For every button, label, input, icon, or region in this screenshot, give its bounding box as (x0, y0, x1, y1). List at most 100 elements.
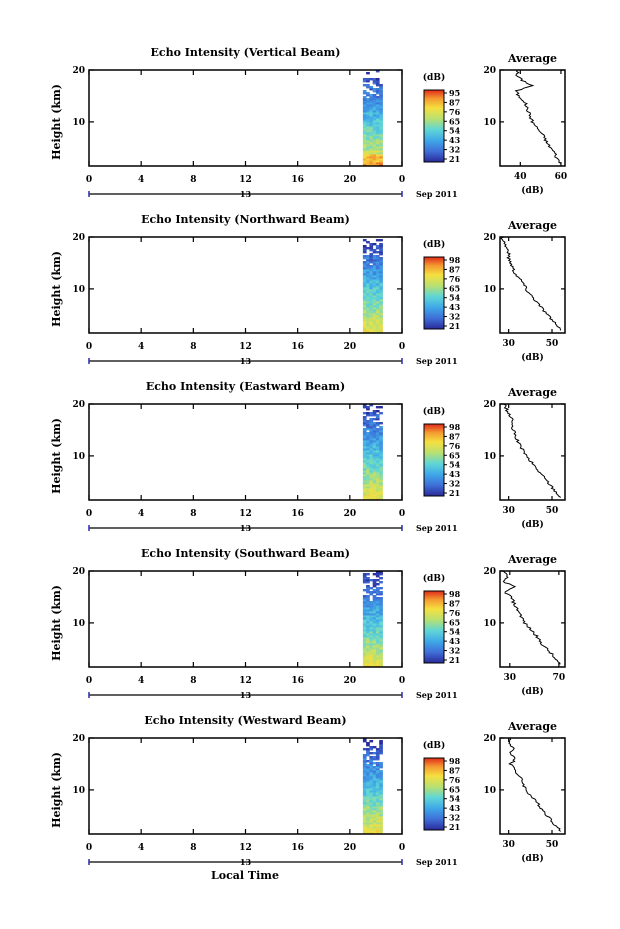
heatmap-cell (369, 136, 374, 139)
heatmap-cell (375, 124, 380, 127)
heatmap-cell (362, 428, 367, 431)
heatmap-cell (379, 810, 383, 813)
heatmap-cell (379, 152, 383, 155)
average-y-tick-label: 20 (483, 233, 496, 243)
heatmap-cell (366, 806, 370, 809)
heatmap-cell (366, 311, 370, 314)
heatmap-cell (375, 820, 380, 823)
heatmap-cell (375, 490, 380, 493)
heatmap-cell (379, 740, 383, 743)
heatmap-cell (379, 112, 383, 115)
heatmap-cell (372, 476, 377, 479)
heatmap-cell (369, 814, 374, 817)
heatmap-cell (366, 78, 370, 81)
heatmap-cell (372, 806, 377, 809)
heatmap-cell (372, 770, 377, 773)
heatmap-cell (366, 587, 370, 590)
heatmap-cell (379, 150, 383, 153)
heatmap-cell (375, 639, 380, 642)
y-tick-label: 10 (72, 786, 85, 796)
colorbar-tick-label: 76 (449, 608, 461, 618)
heatmap-cell (362, 496, 367, 499)
heatmap-cell (375, 480, 380, 483)
heatmap-cell (375, 661, 380, 664)
heatmap-cell (372, 297, 377, 300)
heatmap-cell (375, 645, 380, 648)
heatmap-cell (369, 144, 374, 147)
heatmap-cell (369, 498, 374, 501)
y-tick-label: 20 (72, 66, 85, 76)
heatmap-cell (372, 486, 377, 489)
heatmap-cell (366, 484, 370, 487)
heatmap-cell (372, 609, 377, 612)
heatmap-cell (372, 663, 377, 666)
plot-frame (88, 570, 403, 668)
heatmap-cell (379, 331, 383, 334)
heatmap-cell (375, 114, 380, 117)
heatmap-cell (362, 643, 367, 646)
heatmap-cell (375, 92, 380, 95)
heatmap-cell (379, 597, 383, 600)
heatmap-cell (372, 808, 377, 811)
heatmap-cell (375, 144, 380, 147)
x-tick-label: 20 (344, 175, 357, 185)
heatmap-cell (369, 78, 374, 81)
heatmap-cell (369, 106, 374, 109)
heatmap-cell (379, 454, 383, 457)
heatmap-cell (362, 772, 367, 775)
heatmap-cell (375, 758, 380, 761)
heatmap-cell (372, 82, 377, 85)
heatmap-cell (372, 597, 377, 600)
heatmap-cell (362, 307, 367, 310)
heatmap-cell (369, 782, 374, 785)
heatmap-cell (369, 615, 374, 618)
heatmap-cell (372, 126, 377, 129)
heatmap-cell (369, 655, 374, 658)
y-axis-label: Height (km) (50, 251, 63, 327)
heatmap-cell (362, 150, 367, 153)
heatmap-cell (369, 243, 374, 246)
heatmap-cell (366, 325, 370, 328)
colorbar-tick-label: 87 (449, 598, 460, 608)
heatmap-cell (372, 635, 377, 638)
heatmap-cell (372, 792, 377, 795)
heatmap-cell (379, 430, 383, 433)
heatmap-cell (362, 623, 367, 626)
heatmap-cell (369, 496, 374, 499)
heatmap-cell (366, 764, 370, 767)
day-label: 13 (240, 189, 252, 199)
heatmap-cell (362, 424, 367, 427)
heatmap-cell (362, 317, 367, 320)
heatmap-cell (372, 261, 377, 264)
heatmap-cell (375, 607, 380, 610)
heatmap-cell (375, 329, 380, 332)
heatmap-cell (369, 458, 374, 461)
heatmap-cell (375, 321, 380, 324)
x-tick-label: 16 (291, 843, 304, 853)
heatmap-cell (379, 816, 383, 819)
heatmap-cell (375, 261, 380, 264)
heatmap-cell (369, 317, 374, 320)
heatmap-cell (366, 456, 370, 459)
heatmap-cell (366, 271, 370, 274)
heatmap-cell (366, 432, 370, 435)
heatmap-cell (375, 452, 380, 455)
heatmap-cell (379, 106, 383, 109)
heatmap-cell (369, 303, 374, 306)
heatmap-cell (362, 90, 367, 93)
heatmap-cell (366, 136, 370, 139)
heatmap-cell (366, 629, 370, 632)
heatmap-cell (375, 263, 380, 266)
heatmap-cell (362, 110, 367, 113)
heatmap-cell (369, 609, 374, 612)
heatmap-cell (369, 629, 374, 632)
heatmap-cell (375, 319, 380, 322)
heatmap-cell (375, 794, 380, 797)
heatmap-cell (375, 484, 380, 487)
heatmap-cell (379, 826, 383, 829)
heatmap-cell (362, 273, 367, 276)
heatmap-cell (362, 790, 367, 793)
heatmap-cell (375, 492, 380, 495)
x-tick-label: 20 (344, 676, 357, 686)
average-title: Average (507, 720, 557, 733)
